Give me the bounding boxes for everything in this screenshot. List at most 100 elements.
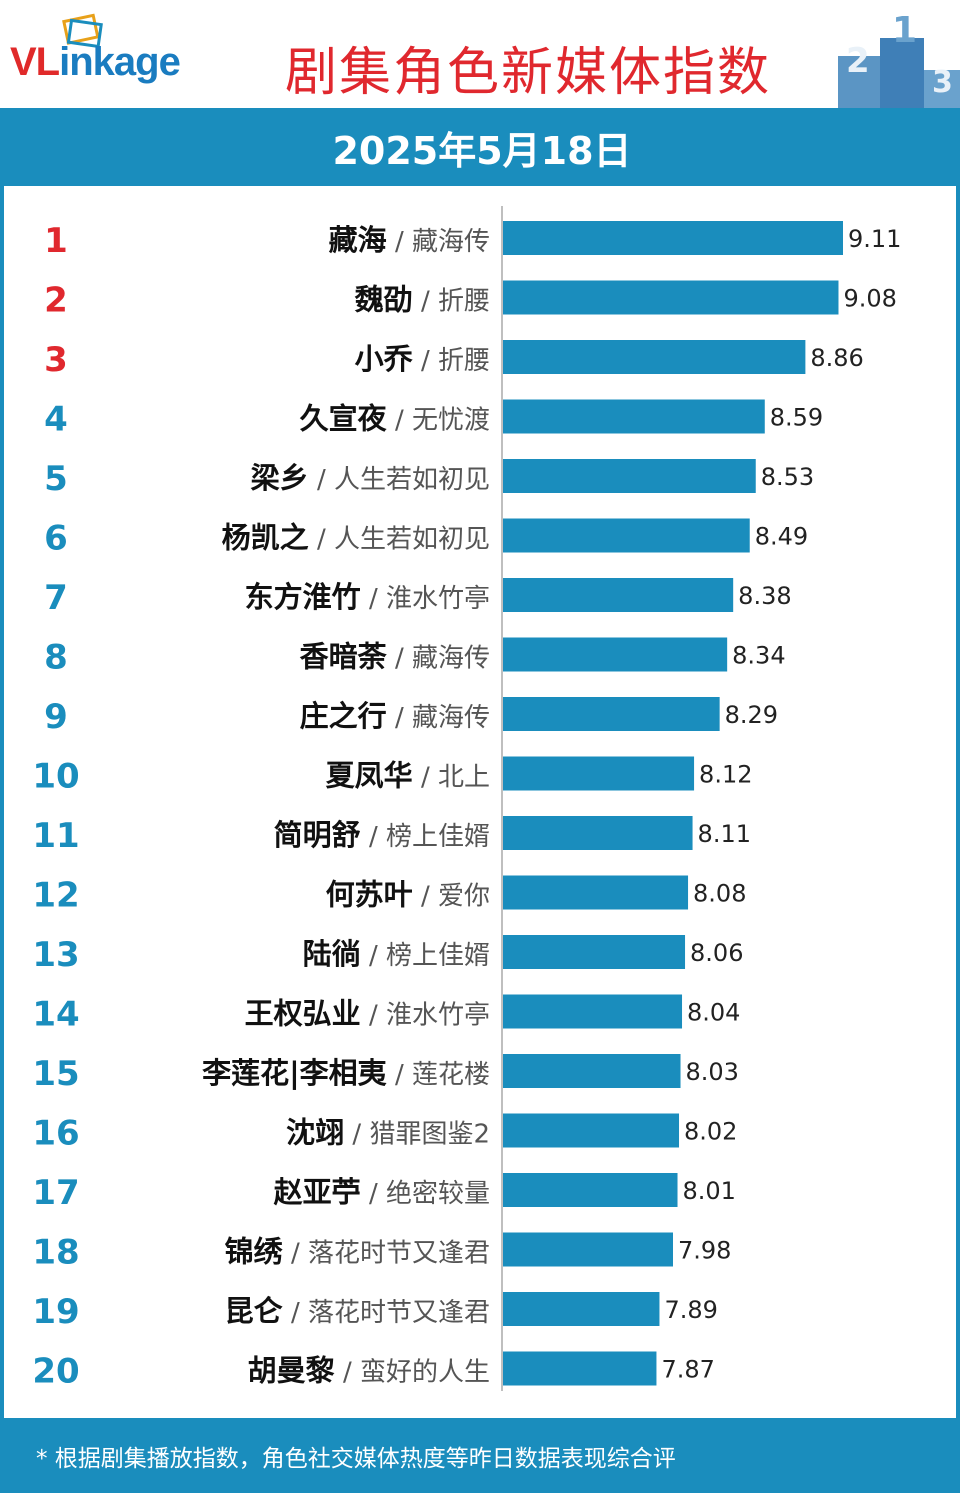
- ranking-row: 20 胡曼黎 / 蛮好的人生 7.87: [32, 1351, 715, 1392]
- bar: [503, 399, 765, 434]
- role-name: 梁乡: [251, 461, 309, 495]
- role-name: 杨凯之: [222, 521, 309, 555]
- bar: [503, 697, 720, 731]
- value-label: 9.08: [843, 285, 896, 313]
- role-name: 锦绣: [225, 1235, 284, 1269]
- ranking-row: 19 昆仑 / 落花时节又逢君 7.89: [32, 1292, 718, 1332]
- bar: [503, 816, 693, 850]
- role-name: 何苏叶: [326, 878, 413, 912]
- row-label: 胡曼黎 / 蛮好的人生: [248, 1354, 490, 1388]
- value-label: 8.11: [698, 820, 751, 848]
- rank-number: 9: [44, 697, 68, 737]
- bar: [503, 1113, 680, 1148]
- value-label: 8.53: [761, 463, 814, 491]
- svg-text:3: 3: [932, 65, 953, 100]
- brand-logo: VLinkage: [10, 40, 181, 85]
- rank-number: 5: [44, 459, 68, 499]
- drama-name: 藏海传: [412, 703, 490, 733]
- label-separator: /: [361, 941, 386, 971]
- value-label: 8.03: [686, 1058, 739, 1086]
- label-separator: /: [387, 227, 412, 257]
- value-label: 8.02: [684, 1118, 737, 1146]
- bar: [503, 459, 756, 493]
- ranking-row: 5 梁乡 / 人生若如初见 8.53: [44, 459, 814, 499]
- value-label: 8.12: [699, 761, 752, 789]
- label-separator: /: [361, 822, 386, 852]
- value-label: 8.38: [738, 582, 791, 610]
- rank-number: 11: [32, 816, 79, 856]
- ranking-row: 1 藏海 / 藏海传 9.11: [44, 221, 901, 261]
- bar: [503, 1351, 657, 1386]
- value-label: 8.34: [732, 642, 785, 670]
- drama-name: 绝密较量: [386, 1179, 490, 1209]
- label-separator: /: [413, 882, 438, 912]
- drama-name: 人生若如初见: [334, 465, 490, 495]
- rank-number: 2: [44, 281, 68, 321]
- bar: [503, 875, 689, 910]
- drama-name: 爱你: [438, 882, 490, 912]
- bar: [503, 518, 750, 553]
- label-separator: /: [344, 1120, 369, 1150]
- ranking-row: 13 陆徜 / 榜上佳婿 8.06: [32, 935, 743, 975]
- label-separator: /: [309, 525, 334, 555]
- value-label: 8.49: [755, 523, 808, 551]
- row-label: 简明舒 / 榜上佳婿: [274, 818, 490, 852]
- drama-name: 榜上佳婿: [386, 822, 490, 852]
- value-label: 8.08: [693, 880, 746, 908]
- label-separator: /: [361, 584, 386, 614]
- label-separator: /: [413, 287, 438, 317]
- role-name: 小乔: [355, 342, 414, 376]
- ranking-row: 8 香暗荼 / 藏海传 8.34: [44, 637, 786, 678]
- rank-number: 7: [44, 578, 68, 618]
- bar: [503, 637, 728, 672]
- label-separator: /: [413, 763, 438, 793]
- rank-number: 18: [32, 1233, 79, 1273]
- drama-name: 蛮好的人生: [360, 1358, 490, 1388]
- label-separator: /: [361, 1001, 386, 1031]
- date-text: 2025年5月18日: [332, 128, 632, 173]
- drama-name: 藏海传: [412, 644, 490, 674]
- label-separator: /: [283, 1298, 308, 1328]
- row-label: 藏海 / 藏海传: [329, 223, 490, 257]
- value-label: 8.59: [770, 404, 823, 432]
- bar: [503, 1292, 660, 1326]
- label-separator: /: [387, 703, 412, 733]
- row-label: 魏劭 / 折腰: [355, 283, 490, 317]
- value-label: 7.98: [678, 1237, 731, 1265]
- header: VLinkage 剧集角色新媒体指数 2 1 3: [0, 0, 960, 108]
- value-label: 8.86: [810, 344, 863, 372]
- row-label: 昆仑 / 落花时节又逢君: [225, 1294, 490, 1328]
- bar: [503, 1232, 673, 1267]
- right-border: [956, 108, 960, 1493]
- rank-number: 20: [32, 1352, 79, 1392]
- rank-number: 15: [32, 1054, 79, 1094]
- role-name: 陆徜: [303, 937, 361, 971]
- rank-number: 17: [32, 1173, 79, 1213]
- value-label: 8.01: [683, 1177, 736, 1205]
- svg-text:1: 1: [892, 12, 917, 51]
- rank-number: 13: [32, 935, 79, 975]
- row-label: 沈翊 / 猎罪图鉴2: [286, 1116, 490, 1150]
- ranking-row: 11 简明舒 / 榜上佳婿 8.11: [32, 816, 751, 856]
- drama-name: 藏海传: [412, 227, 490, 257]
- bar: [503, 340, 806, 374]
- role-name: 魏劭: [355, 283, 413, 317]
- rank-number: 4: [44, 400, 68, 440]
- bar: [503, 935, 686, 969]
- row-label: 杨凯之 / 人生若如初见: [222, 521, 490, 555]
- label-separator: /: [361, 1179, 386, 1209]
- rank-number: 16: [32, 1114, 79, 1154]
- value-label: 8.04: [687, 999, 740, 1027]
- svg-text:2: 2: [846, 41, 870, 81]
- row-label: 小乔 / 折腰: [355, 342, 490, 376]
- logo-text-rest: inkage: [59, 40, 181, 84]
- ranking-row: 10 夏凤华 / 北上 8.12: [32, 756, 752, 797]
- label-separator: /: [413, 346, 438, 376]
- ranking-row: 6 杨凯之 / 人生若如初见 8.49: [44, 518, 808, 559]
- footer-text: * 根据剧集播放指数，角色社交媒体热度等昨日数据表现综合评: [36, 1445, 676, 1472]
- drama-name: 无忧渡: [412, 406, 490, 436]
- role-name: 李莲花|李相夷: [202, 1056, 388, 1090]
- bar: [503, 1173, 678, 1207]
- ranking-row: 7 东方淮竹 / 淮水竹亭 8.38: [44, 578, 792, 618]
- row-label: 夏凤华 / 北上: [326, 759, 490, 793]
